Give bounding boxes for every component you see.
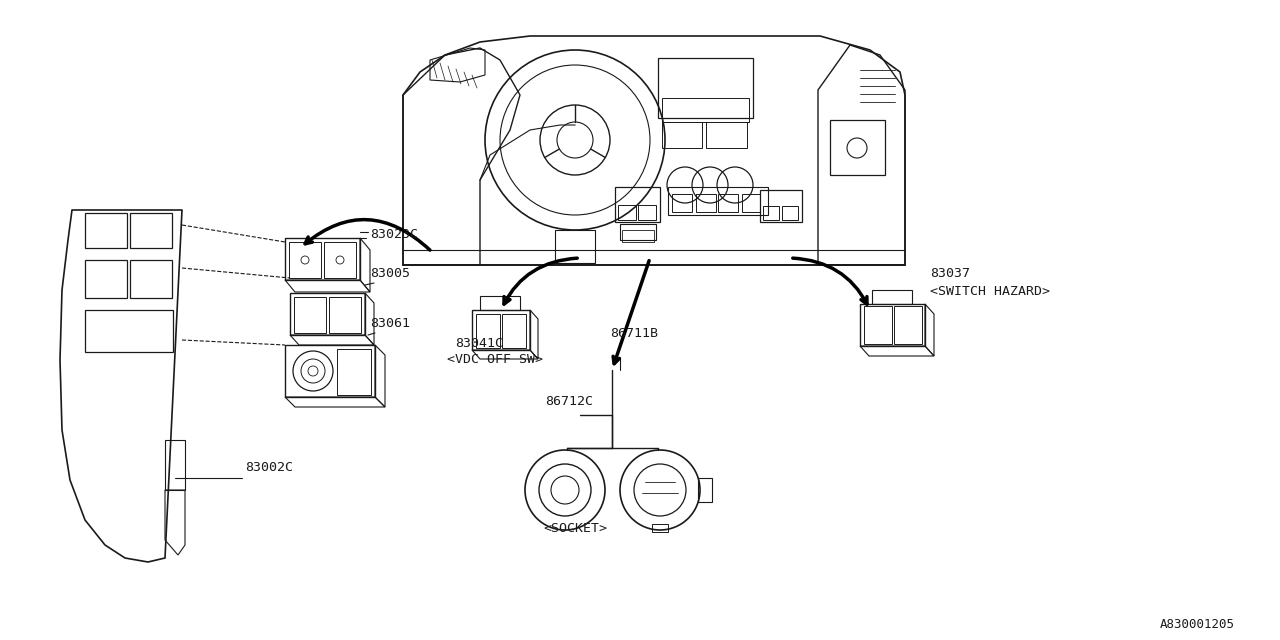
Bar — [289, 242, 321, 278]
Bar — [291, 293, 365, 335]
Text: <SOCKET>: <SOCKET> — [543, 522, 607, 535]
Bar — [285, 345, 375, 397]
Bar — [742, 194, 760, 212]
Bar — [763, 206, 780, 220]
Bar — [662, 122, 701, 148]
Bar — [131, 213, 172, 248]
Text: 86712C: 86712C — [545, 395, 593, 408]
Bar — [829, 120, 884, 175]
Bar — [294, 297, 326, 333]
Bar — [668, 187, 768, 215]
Bar — [637, 205, 657, 220]
Text: 83041C: 83041C — [454, 337, 503, 350]
Bar — [707, 122, 748, 148]
Bar — [84, 310, 173, 352]
Text: <SWITCH HAZARD>: <SWITCH HAZARD> — [931, 285, 1050, 298]
Bar — [165, 440, 186, 490]
Bar — [84, 213, 127, 248]
Bar — [696, 194, 716, 212]
Bar — [658, 58, 753, 118]
Bar — [782, 206, 797, 220]
Bar — [860, 304, 925, 346]
Bar — [622, 230, 654, 242]
Bar — [131, 260, 172, 298]
Bar — [476, 314, 500, 348]
Bar — [672, 194, 692, 212]
Bar — [760, 190, 803, 222]
Bar — [472, 310, 530, 350]
Bar — [698, 478, 712, 502]
Text: 83061: 83061 — [370, 317, 410, 330]
Text: 83023C: 83023C — [370, 228, 419, 241]
Bar — [329, 297, 361, 333]
Bar — [84, 260, 127, 298]
Bar — [864, 306, 892, 344]
Text: <VDC OFF SW>: <VDC OFF SW> — [447, 353, 543, 366]
Bar — [662, 98, 749, 122]
Bar — [893, 306, 922, 344]
Bar — [480, 296, 520, 310]
Bar — [337, 349, 371, 395]
Bar — [618, 205, 636, 220]
Bar — [285, 238, 360, 280]
Bar — [502, 314, 526, 348]
Text: 83005: 83005 — [370, 267, 410, 280]
Text: 83037: 83037 — [931, 267, 970, 280]
Text: 86711B: 86711B — [611, 327, 658, 340]
Bar — [652, 524, 668, 532]
Text: A830001205: A830001205 — [1160, 618, 1235, 631]
Bar — [614, 187, 660, 222]
Bar — [620, 224, 657, 240]
Bar — [872, 290, 911, 304]
Bar — [324, 242, 356, 278]
Bar — [718, 194, 739, 212]
Text: 83002C: 83002C — [244, 461, 293, 474]
